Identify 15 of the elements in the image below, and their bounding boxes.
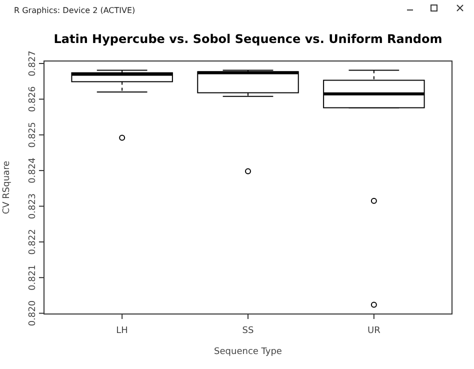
x-axis-title: Sequence Type (214, 347, 282, 357)
y-tick-label: 0.824 (28, 157, 38, 184)
chart-title: Latin Hypercube vs. Sobol Sequence vs. Uniform Random (54, 32, 442, 46)
y-tick-label: 0.827 (28, 50, 38, 76)
y-tick-label: 0.822 (28, 229, 38, 255)
y-tick-label: 0.825 (28, 122, 38, 148)
y-axis-title: CV RSquare (2, 160, 12, 214)
x-tick-label: UR (368, 326, 380, 336)
x-tick-label: SS (242, 326, 254, 336)
text: R Graphics: Device 2 (ACTIVE) (14, 6, 136, 15)
x-tick-label: LH (116, 326, 128, 336)
y-tick-label: 0.826 (28, 86, 38, 112)
y-tick-label: 0.820 (28, 300, 38, 326)
y-tick-label: 0.821 (28, 264, 38, 290)
y-tick-label: 0.823 (28, 193, 38, 220)
